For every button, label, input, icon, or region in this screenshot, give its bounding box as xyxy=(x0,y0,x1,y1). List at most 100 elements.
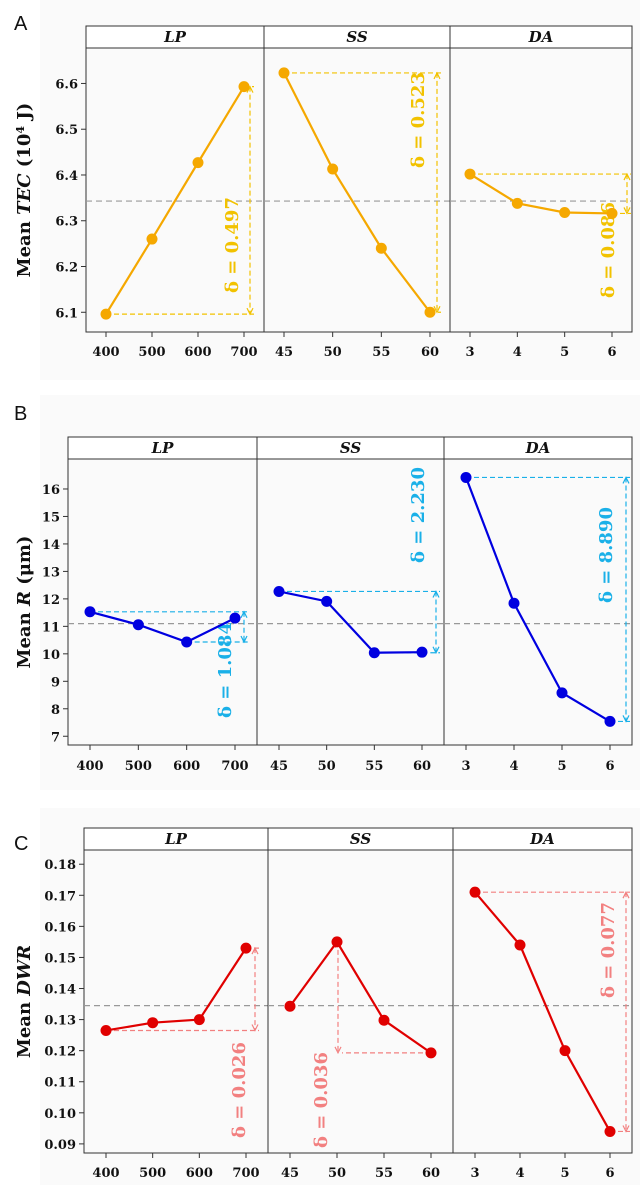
data-point xyxy=(604,715,616,727)
data-point xyxy=(238,81,250,93)
y-tick-label: 14 xyxy=(42,538,60,553)
panel-letter: B xyxy=(14,403,27,425)
x-tick-label: 45 xyxy=(281,1166,299,1181)
x-tick-label: 3 xyxy=(461,759,470,774)
x-tick-label: 700 xyxy=(221,759,248,774)
facet-strip-label: LP xyxy=(164,830,188,848)
delta-label: δ = 1.084 xyxy=(215,622,236,718)
facet-strip-label: SS xyxy=(350,830,372,848)
x-tick-label: 55 xyxy=(365,759,383,774)
x-tick-label: 50 xyxy=(324,345,342,360)
y-tick-label: 10 xyxy=(42,648,60,663)
facet-frame xyxy=(449,47,633,333)
delta-arrow-top xyxy=(251,946,259,955)
facet-strip-label: LP xyxy=(163,28,187,46)
y-tick-label: 11 xyxy=(42,620,60,635)
x-tick-label: 60 xyxy=(413,759,431,774)
y-tick-label: 0.15 xyxy=(44,951,76,966)
facet-lp: LP 400 500 600 700 δ = 0.026 xyxy=(83,827,269,1181)
data-point xyxy=(100,1024,112,1036)
x-tick-label: 5 xyxy=(560,1166,569,1181)
x-tick-label: 600 xyxy=(173,759,200,774)
y-tick-label: 15 xyxy=(42,510,60,525)
y-tick-label: 6.3 xyxy=(55,215,78,230)
data-point xyxy=(469,886,481,898)
x-tick-label: 700 xyxy=(232,1166,259,1181)
facet-lp: LP 400 500 600 700 δ = 1.084 xyxy=(67,436,258,774)
facet-strip-label: SS xyxy=(346,28,368,46)
facet-strip-label: SS xyxy=(340,439,362,457)
facet-frame xyxy=(452,849,633,1154)
data-point xyxy=(147,1017,159,1029)
y-tick-label: 6.2 xyxy=(55,261,78,276)
x-tick-label: 6 xyxy=(607,345,616,360)
x-tick-label: 45 xyxy=(275,345,293,360)
y-tick-label: 0.18 xyxy=(44,858,76,873)
delta-arrow-bottom xyxy=(246,307,254,316)
series-line xyxy=(278,590,423,654)
delta-arrow-bottom xyxy=(251,1024,259,1032)
data-point xyxy=(556,687,568,699)
x-tick-label: 60 xyxy=(422,1166,440,1181)
facet-ss: SS 45 50 55 60 δ = 0.036 xyxy=(267,827,454,1181)
delta-arrow-bottom xyxy=(622,715,630,723)
delta-arrow-bottom xyxy=(623,207,631,215)
facet-frame xyxy=(443,458,633,746)
x-tick-label: 3 xyxy=(470,1166,479,1181)
y-tick-label: 0.16 xyxy=(44,920,76,935)
data-point xyxy=(368,647,380,659)
data-point xyxy=(559,1045,571,1057)
data-point xyxy=(146,233,158,245)
y-axis-label: Mean R (μm) xyxy=(14,536,35,669)
y-tick-label: 0.10 xyxy=(44,1107,76,1122)
data-point xyxy=(273,585,285,597)
facet-strip-label: DA xyxy=(525,439,551,457)
panel-background xyxy=(40,395,640,790)
delta-label: δ = 8.890 xyxy=(596,507,617,603)
series-line xyxy=(105,947,247,1032)
facet-strip-label: LP xyxy=(151,439,175,457)
x-tick-label: 5 xyxy=(557,759,566,774)
data-point xyxy=(331,936,343,948)
y-tick-label: 7 xyxy=(51,730,60,745)
data-point xyxy=(327,163,339,175)
series-line xyxy=(105,86,245,315)
y-tick-label: 0.13 xyxy=(44,1014,76,1029)
x-tick-label: 400 xyxy=(92,1166,119,1181)
delta-arrow-bottom xyxy=(334,1046,342,1055)
facet-ss: SS 45 50 55 60 δ = 0.523 xyxy=(263,25,451,360)
data-point xyxy=(229,612,241,624)
y-tick-label: 0.09 xyxy=(44,1138,76,1153)
data-point xyxy=(559,207,571,219)
data-point xyxy=(464,168,476,180)
y-tick-label: 9 xyxy=(51,675,60,690)
data-point xyxy=(424,306,436,318)
delta-arrow-top xyxy=(623,172,631,181)
delta-arrow-top xyxy=(240,610,248,619)
data-point xyxy=(514,939,526,951)
delta-label: δ = 0.086 xyxy=(598,202,619,298)
data-point xyxy=(84,606,96,618)
y-tick-label: 6.1 xyxy=(55,306,78,321)
x-tick-label: 6 xyxy=(605,1166,614,1181)
y-axis-label: Mean TEC (104 J) xyxy=(14,103,36,278)
x-tick-label: 400 xyxy=(92,345,119,360)
x-tick-label: 50 xyxy=(328,1166,346,1181)
delta-arrow-bottom xyxy=(432,646,440,655)
x-tick-label: 400 xyxy=(76,759,103,774)
series-line xyxy=(89,610,236,644)
x-tick-label: 60 xyxy=(421,345,439,360)
x-tick-label: 45 xyxy=(270,759,288,774)
delta-label: δ = 2.230 xyxy=(408,467,429,563)
x-tick-label: 6 xyxy=(605,759,614,774)
facet-strip-label: DA xyxy=(529,830,555,848)
y-tick-label: 8 xyxy=(51,703,60,718)
series-line xyxy=(289,939,432,1054)
x-tick-label: 500 xyxy=(139,1166,166,1181)
x-tick-label: 3 xyxy=(465,345,474,360)
x-tick-label: 500 xyxy=(138,345,165,360)
x-tick-label: 4 xyxy=(509,759,518,774)
y-tick-label: 6.4 xyxy=(55,169,78,184)
data-point xyxy=(460,471,472,483)
delta-label: δ = 0.026 xyxy=(229,1042,250,1138)
